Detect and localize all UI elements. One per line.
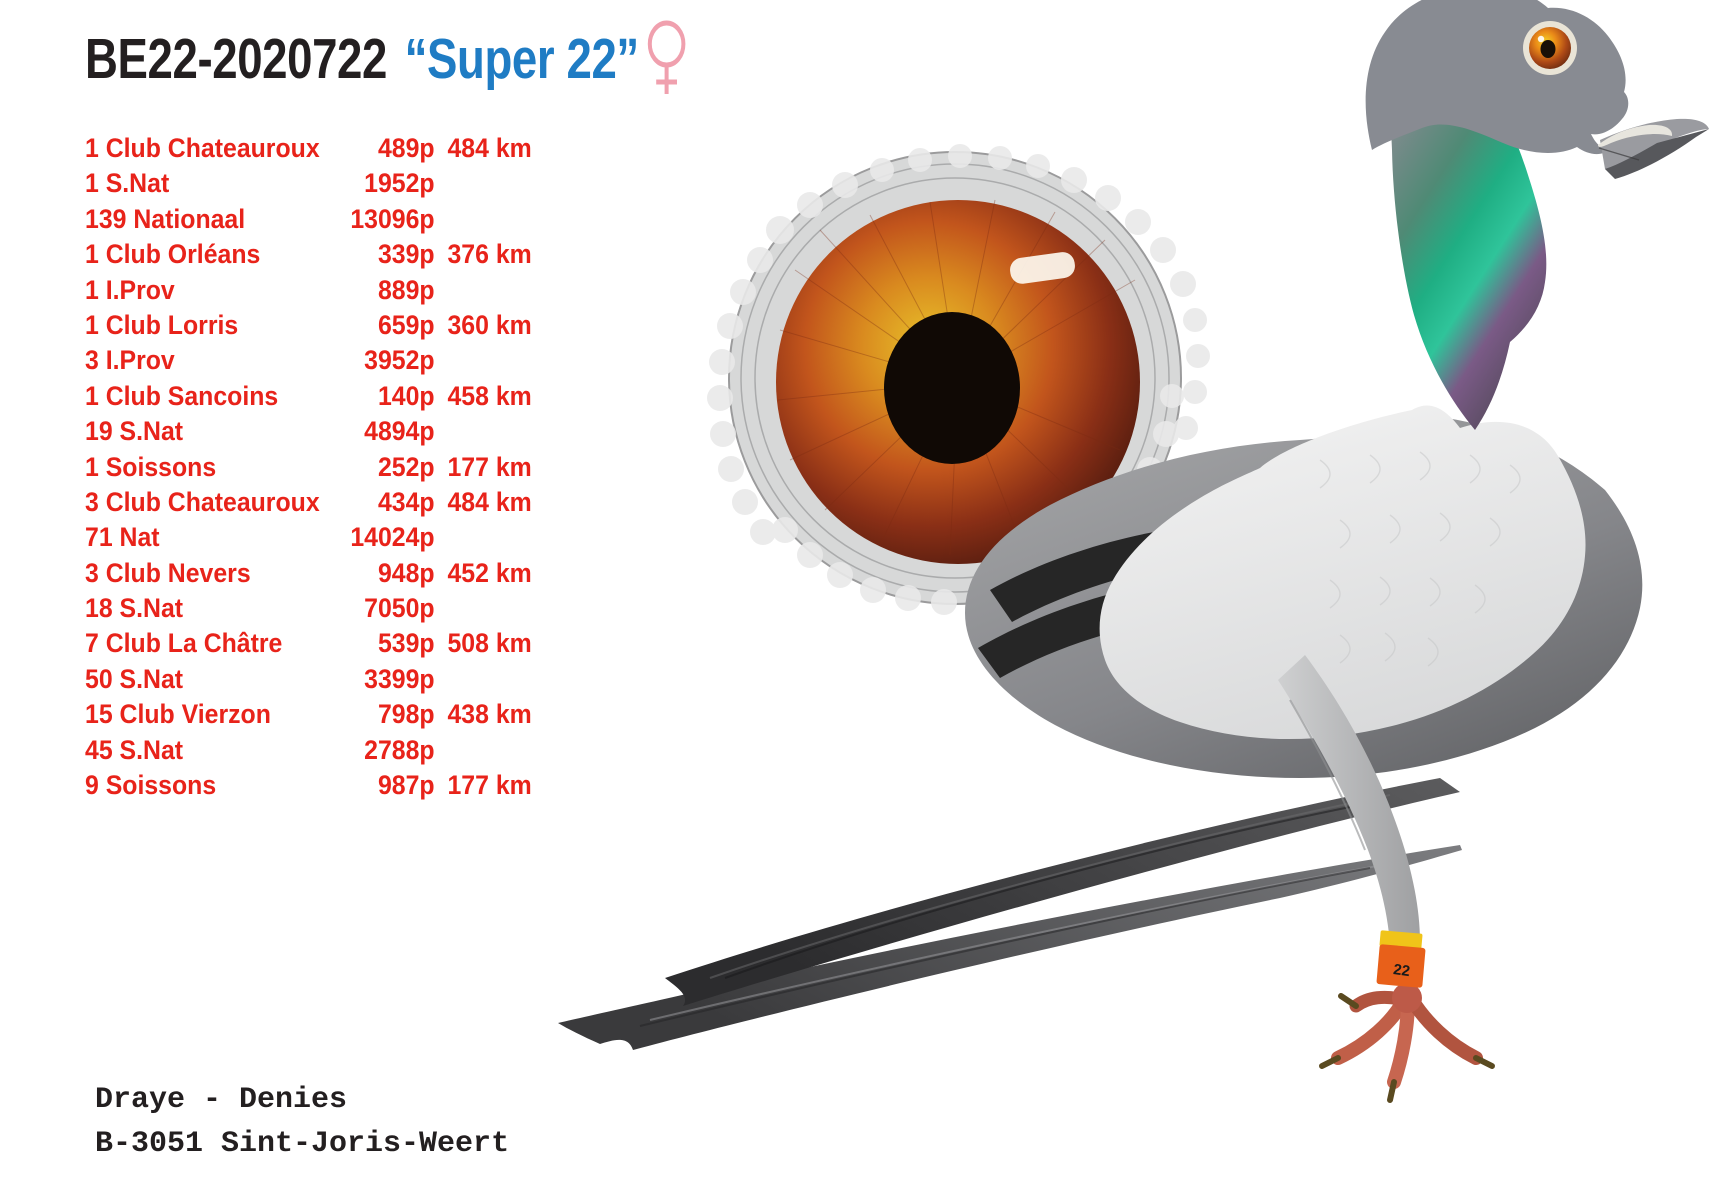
svg-text:22: 22 — [1392, 961, 1411, 980]
